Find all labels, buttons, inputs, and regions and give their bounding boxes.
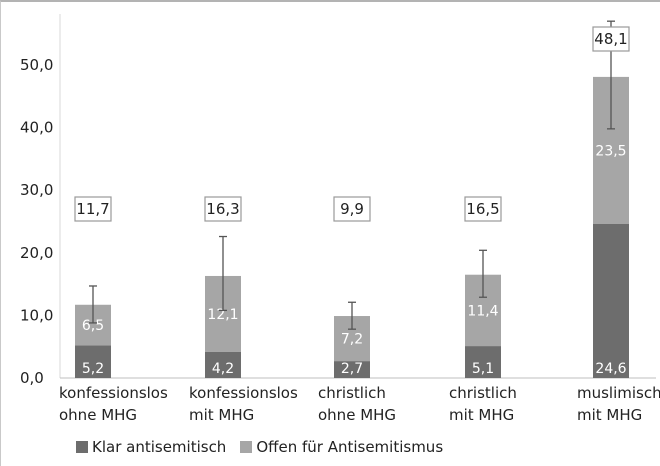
total-box xyxy=(464,196,502,222)
legend: Klar antisemitisch Offen für Antisemitis… xyxy=(76,438,457,456)
y-tick-label: 50,0 xyxy=(20,56,53,74)
data-label-klar: 2,7 xyxy=(341,361,363,377)
total-label: 48,1 xyxy=(594,30,627,48)
data-label-klar: 4,2 xyxy=(212,361,234,377)
bar-segment-klar xyxy=(75,345,111,378)
legend-label-klar: Klar antisemitisch xyxy=(92,438,227,456)
category-label: konfessionslos xyxy=(59,384,168,402)
total-box xyxy=(204,196,242,222)
y-tick-label: 0,0 xyxy=(20,369,44,387)
data-label-klar: 5,1 xyxy=(472,361,494,377)
total-label: 16,5 xyxy=(466,200,499,218)
total-box xyxy=(74,196,112,222)
category-label: ohne MHG xyxy=(318,406,396,424)
bar-segment-klar xyxy=(205,351,241,378)
category-label: muslimisch xyxy=(577,384,660,402)
y-tick-label: 20,0 xyxy=(20,244,53,262)
category-label: konfessionslos xyxy=(189,384,298,402)
total-label: 16,3 xyxy=(206,200,239,218)
data-label-offen: 11,4 xyxy=(467,303,498,319)
y-tick-label: 40,0 xyxy=(20,119,53,137)
total-box xyxy=(333,196,371,222)
bar-segment-klar xyxy=(593,224,629,378)
y-tick-label: 10,0 xyxy=(20,306,53,324)
data-label-klar: 5,2 xyxy=(82,361,104,377)
data-label-offen: 12,1 xyxy=(207,307,238,323)
legend-item-offen: Offen für Antisemitismus xyxy=(240,438,443,456)
data-label-klar: 24,6 xyxy=(595,361,626,377)
category-label: ohne MHG xyxy=(59,406,137,424)
bar-segment-klar xyxy=(465,346,501,378)
bar-segment-klar xyxy=(334,361,370,378)
data-label-offen: 23,5 xyxy=(595,143,626,159)
legend-swatch-klar xyxy=(76,441,88,453)
category-label: christlich xyxy=(449,384,517,402)
category-label: christlich xyxy=(318,384,386,402)
legend-label-offen: Offen für Antisemitismus xyxy=(256,438,444,456)
y-tick-label: 30,0 xyxy=(20,181,53,199)
data-label-offen: 7,2 xyxy=(341,332,363,348)
category-label: mit MHG xyxy=(577,406,642,424)
total-label: 9,9 xyxy=(340,200,364,218)
legend-item-klar: Klar antisemitisch xyxy=(76,438,226,456)
total-label: 11,7 xyxy=(76,200,109,218)
data-label-offen: 6,5 xyxy=(82,318,104,334)
legend-swatch-offen xyxy=(240,441,253,453)
total-box xyxy=(592,26,630,52)
category-label: mit MHG xyxy=(449,406,514,424)
category-label: mit MHG xyxy=(189,406,254,424)
